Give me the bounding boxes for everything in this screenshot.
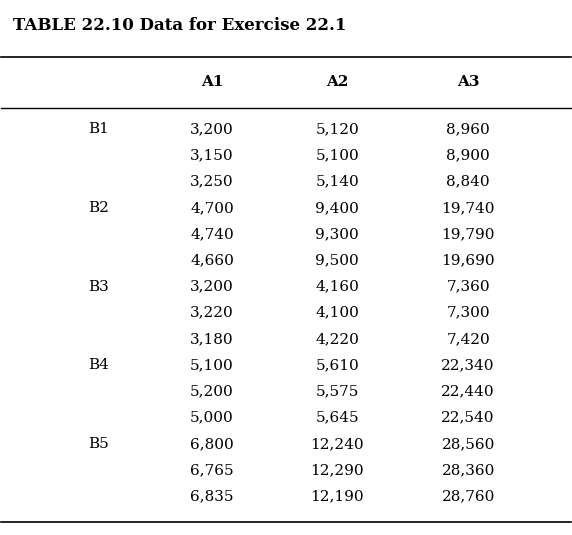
Text: B3: B3 [88, 280, 109, 294]
Text: 19,690: 19,690 [442, 253, 495, 268]
Text: 3,220: 3,220 [190, 306, 234, 320]
Text: 5,100: 5,100 [315, 148, 359, 162]
Text: 22,540: 22,540 [442, 411, 495, 425]
Text: 4,700: 4,700 [190, 201, 234, 215]
Text: 8,840: 8,840 [446, 174, 490, 189]
Text: 3,180: 3,180 [190, 332, 234, 346]
Text: 19,740: 19,740 [442, 201, 495, 215]
Text: 4,220: 4,220 [315, 332, 359, 346]
Text: 7,420: 7,420 [446, 332, 490, 346]
Text: 3,250: 3,250 [190, 174, 234, 189]
Text: 5,120: 5,120 [315, 122, 359, 136]
Text: 4,160: 4,160 [315, 280, 359, 294]
Text: 22,340: 22,340 [442, 358, 495, 372]
Text: 9,500: 9,500 [315, 253, 359, 268]
Text: 5,140: 5,140 [315, 174, 359, 189]
Text: 22,440: 22,440 [442, 385, 495, 399]
Text: A1: A1 [201, 75, 223, 89]
Text: 3,200: 3,200 [190, 280, 234, 294]
Text: B2: B2 [88, 201, 109, 215]
Text: 6,835: 6,835 [190, 490, 234, 503]
Text: 7,300: 7,300 [446, 306, 490, 320]
Text: 5,200: 5,200 [190, 385, 234, 399]
Text: 5,000: 5,000 [190, 411, 234, 425]
Text: 4,660: 4,660 [190, 253, 234, 268]
Text: 7,360: 7,360 [446, 280, 490, 294]
Text: 5,645: 5,645 [315, 411, 359, 425]
Text: 12,240: 12,240 [311, 437, 364, 451]
Text: 6,800: 6,800 [190, 437, 234, 451]
Text: 8,900: 8,900 [446, 148, 490, 162]
Text: 9,300: 9,300 [315, 227, 359, 241]
Text: 5,100: 5,100 [190, 358, 234, 372]
Text: 6,765: 6,765 [190, 463, 234, 477]
Text: 9,400: 9,400 [315, 201, 359, 215]
Text: 3,150: 3,150 [190, 148, 234, 162]
Text: 28,560: 28,560 [442, 437, 495, 451]
Text: 19,790: 19,790 [442, 227, 495, 241]
Text: B1: B1 [88, 122, 109, 136]
Text: B4: B4 [88, 358, 109, 372]
Text: 12,190: 12,190 [311, 490, 364, 503]
Text: A2: A2 [326, 75, 348, 89]
Text: 4,740: 4,740 [190, 227, 234, 241]
Text: 3,200: 3,200 [190, 122, 234, 136]
Text: B5: B5 [88, 437, 109, 451]
Text: TABLE 22.10 Data for Exercise 22.1: TABLE 22.10 Data for Exercise 22.1 [13, 17, 346, 34]
Text: 4,100: 4,100 [315, 306, 359, 320]
Text: 12,290: 12,290 [311, 463, 364, 477]
Text: 28,360: 28,360 [442, 463, 495, 477]
Text: 5,610: 5,610 [315, 358, 359, 372]
Text: A3: A3 [457, 75, 479, 89]
Text: 8,960: 8,960 [446, 122, 490, 136]
Text: 28,760: 28,760 [442, 490, 495, 503]
Text: 5,575: 5,575 [316, 385, 359, 399]
